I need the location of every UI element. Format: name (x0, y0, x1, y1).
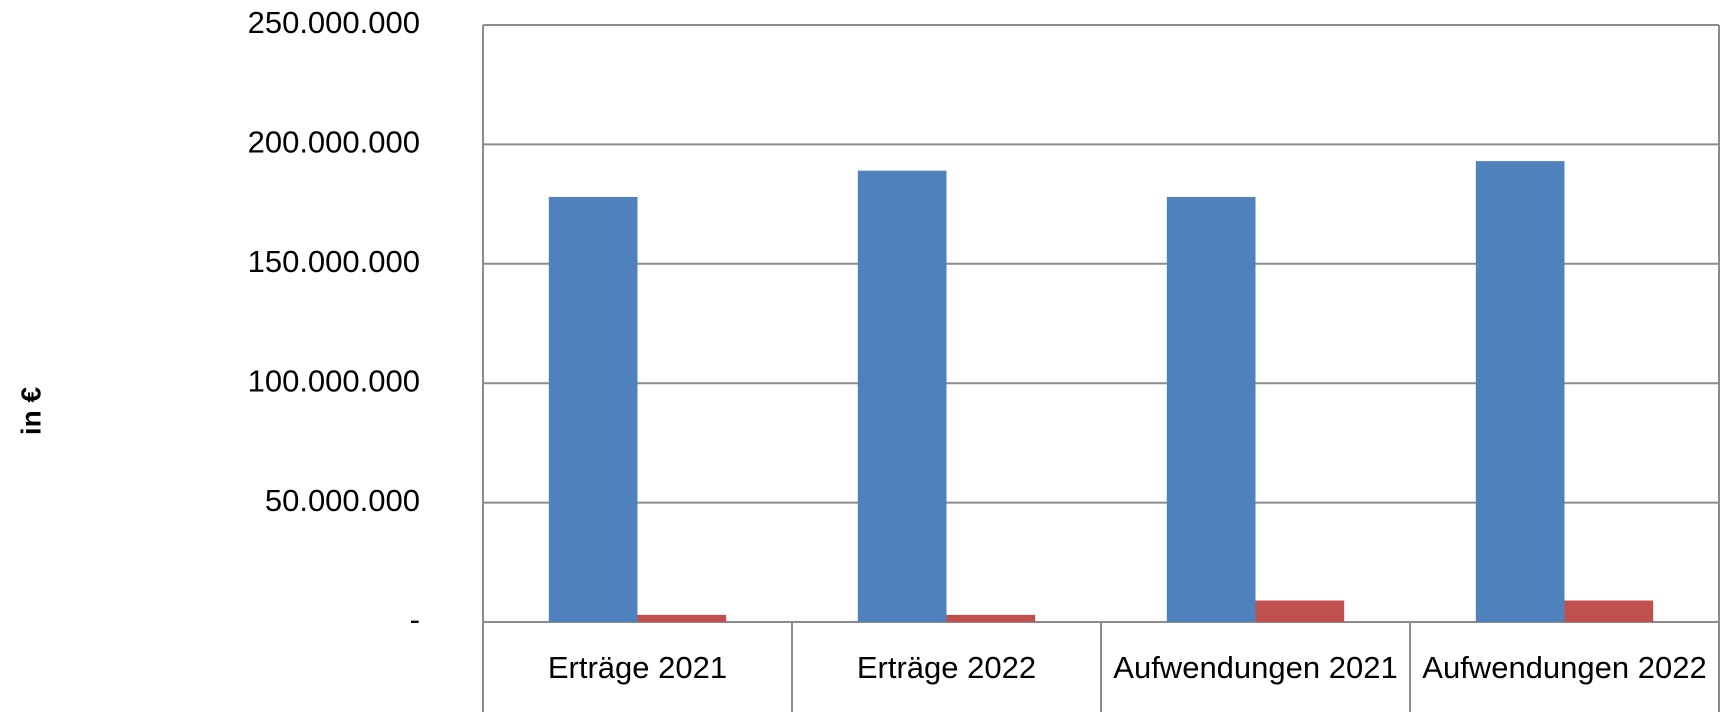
x-tick-label: Aufwendungen 2022 (1422, 650, 1707, 686)
bar (857, 170, 947, 622)
x-tick-label: Erträge 2021 (547, 650, 728, 686)
bar (637, 614, 727, 622)
x-tick-label: Aufwendungen 2021 (1113, 650, 1398, 686)
x-tick-label-box: Erträge 2021 (547, 650, 728, 686)
x-tick-label: Erträge 2022 (856, 650, 1037, 686)
x-tick-label-box: Aufwendungen 2021 (1113, 650, 1398, 686)
bar (1564, 600, 1654, 622)
y-tick-label: 50.000.000 (265, 483, 420, 518)
y-tick-label: 100.000.000 (248, 363, 420, 398)
x-tick-label-box: Erträge 2022 (856, 650, 1037, 686)
y-tick-label: 200.000.000 (248, 125, 420, 160)
x-tick-label-box: Aufwendungen 2022 (1422, 650, 1707, 686)
bar (946, 614, 1036, 622)
bar (548, 196, 638, 622)
bar (1255, 600, 1345, 622)
y-axis-label: in € (15, 386, 46, 435)
bar (1166, 196, 1256, 622)
y-tick-label: 250.000.000 (248, 5, 420, 40)
bar (1475, 161, 1565, 622)
y-tick-label: - (410, 602, 420, 637)
y-tick-label: 150.000.000 (248, 244, 420, 279)
